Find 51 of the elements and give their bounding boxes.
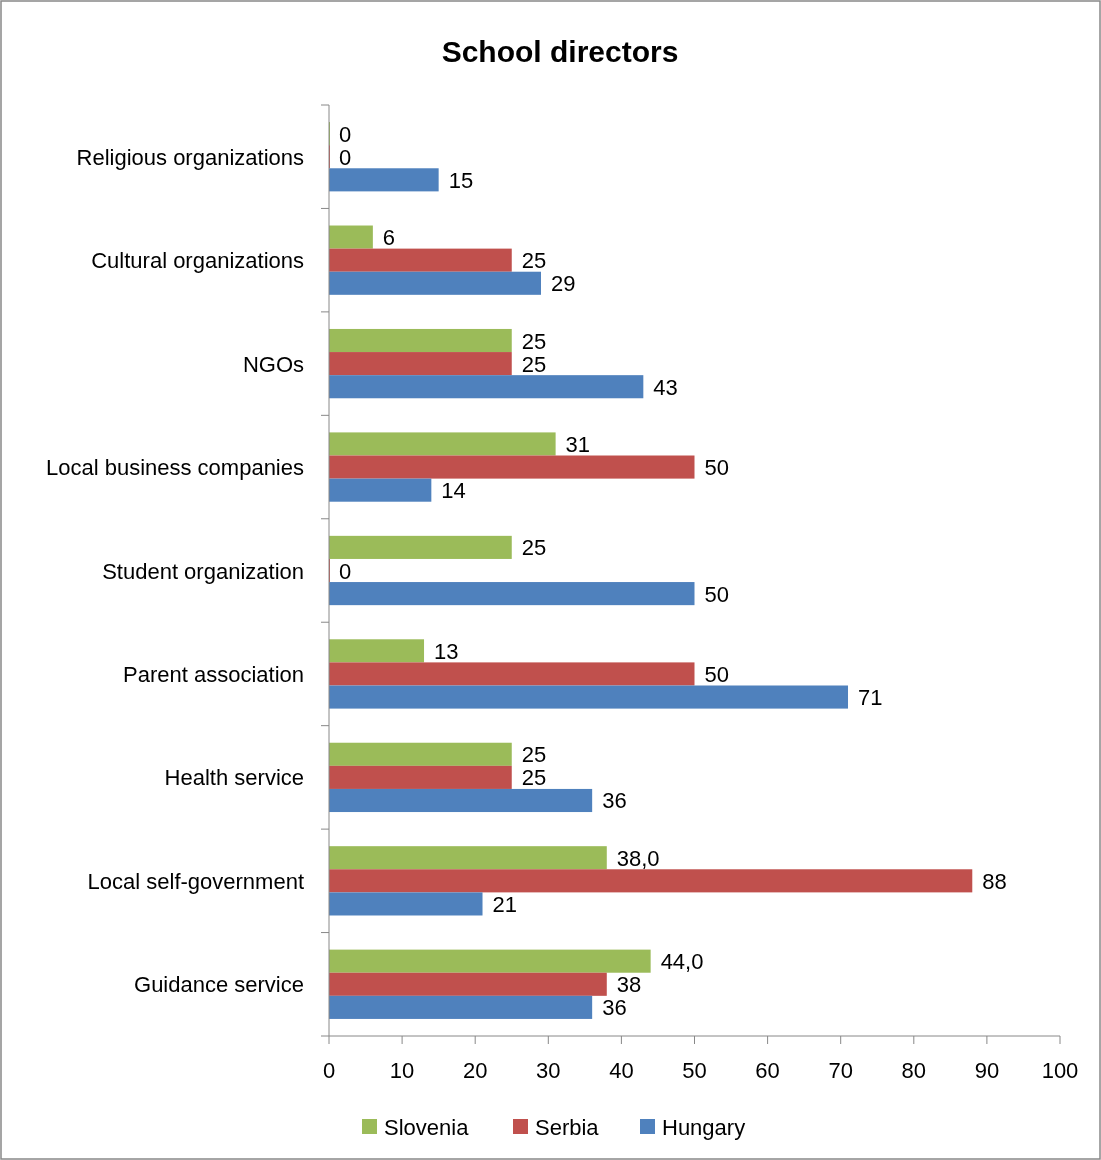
y-tick-label: Parent association <box>123 661 304 687</box>
y-tick-label: Religious organizations <box>76 144 304 170</box>
data-label: 50 <box>704 661 729 687</box>
x-tick-label: 40 <box>609 1058 634 1083</box>
x-tick-label: 80 <box>901 1058 927 1083</box>
data-label: 21 <box>492 891 517 917</box>
x-tick-label: 30 <box>536 1058 561 1083</box>
data-label: 13 <box>434 638 459 664</box>
data-label: 0 <box>339 558 352 584</box>
data-label: 38 <box>616 972 642 998</box>
data-label: 36 <box>602 788 627 814</box>
x-tick-label: 100 <box>1041 1058 1079 1083</box>
x-tick-label: 10 <box>389 1058 415 1083</box>
data-label: 25 <box>521 765 547 791</box>
x-tick-label: 60 <box>755 1058 780 1083</box>
y-tick-label: Health service <box>164 765 304 791</box>
x-tick-label: 70 <box>828 1058 853 1083</box>
y-tick-label: Local business companies <box>45 455 304 481</box>
data-label: 88 <box>982 868 1007 894</box>
data-label: 43 <box>653 374 678 400</box>
data-label: 25 <box>521 328 547 354</box>
legend-label: Serbia <box>535 1115 600 1140</box>
data-label: 14 <box>441 478 466 504</box>
legend-label: Hungary <box>662 1115 746 1140</box>
data-label: 44,0 <box>660 949 704 975</box>
data-label: 50 <box>704 581 729 607</box>
data-label: 71 <box>858 685 883 711</box>
legend-label: Slovenia <box>384 1115 470 1140</box>
data-label: 25 <box>521 535 547 561</box>
data-label: 36 <box>602 995 627 1021</box>
y-tick-label: Student organization <box>102 558 304 584</box>
data-label: 38,0 <box>616 845 660 871</box>
y-tick-label: NGOs <box>242 351 304 377</box>
data-label: 6 <box>382 225 396 251</box>
data-label: 0 <box>339 144 352 170</box>
x-tick-label: 50 <box>682 1058 707 1083</box>
x-tick-label: 0 <box>322 1058 336 1083</box>
x-tick-label: 20 <box>462 1058 488 1083</box>
data-label: 29 <box>550 271 576 297</box>
data-label: 25 <box>521 742 547 768</box>
data-label: 0 <box>339 121 352 147</box>
chart-title: School directors <box>441 35 679 68</box>
y-tick-label: Local self-government <box>87 868 304 894</box>
data-label: 50 <box>704 455 729 481</box>
y-tick-label: Guidance service <box>134 972 304 998</box>
data-label: 15 <box>448 167 474 193</box>
data-label: 31 <box>565 431 591 457</box>
y-tick-label: Cultural organizations <box>91 248 304 274</box>
data-label: 25 <box>521 351 547 377</box>
x-tick-label: 90 <box>974 1058 1000 1083</box>
data-label: 25 <box>521 248 547 274</box>
